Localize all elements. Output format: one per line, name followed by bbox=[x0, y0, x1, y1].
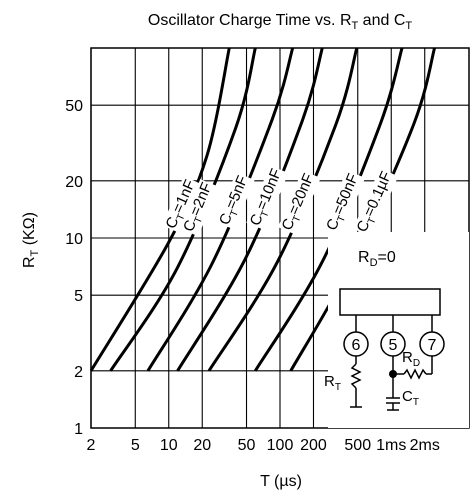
curve-label-bg bbox=[278, 170, 321, 235]
x-tick-label: 2 bbox=[87, 437, 96, 454]
y-tick-label: 1 bbox=[74, 421, 83, 438]
rt-resistor bbox=[350, 363, 362, 389]
inset-background bbox=[328, 232, 469, 428]
rd-label: RD bbox=[402, 349, 420, 369]
ct-label: CT bbox=[402, 388, 419, 408]
chart-title: Oscillator Charge Time vs. RT and CT bbox=[148, 12, 412, 32]
curve-label-bg bbox=[246, 165, 289, 231]
curve-label: CT=50nF bbox=[322, 170, 366, 235]
y-tick-label: 20 bbox=[65, 174, 83, 191]
rd-zero-label: RD=0 bbox=[358, 249, 396, 269]
y-tick-label: 2 bbox=[74, 364, 83, 381]
y-tick-label: 10 bbox=[65, 231, 83, 248]
pin7-label: 7 bbox=[428, 337, 437, 354]
x-tick-label: 100 bbox=[267, 437, 294, 454]
curve-label-bg bbox=[179, 179, 219, 237]
y-axis-label: RT (KΩ) bbox=[21, 212, 41, 268]
curve-label-bg bbox=[215, 172, 255, 230]
pin6-label: 6 bbox=[352, 337, 361, 354]
x-tick-label: 50 bbox=[238, 437, 256, 454]
curve-label-bg bbox=[162, 176, 202, 234]
curve-label-bg bbox=[353, 168, 399, 237]
y-tick-label: 50 bbox=[65, 98, 83, 115]
curve-label: CT=1nF bbox=[162, 176, 202, 234]
rd-resistor bbox=[403, 368, 427, 380]
x-tick-label: 20 bbox=[193, 437, 211, 454]
y-tick-label: 5 bbox=[74, 288, 83, 305]
x-tick-label: 2ms bbox=[410, 437, 440, 454]
curve-label-text: CT=1nF bbox=[162, 177, 201, 232]
x-axis-label: T (µs) bbox=[260, 473, 302, 490]
x-tick-label: 10 bbox=[160, 437, 178, 454]
rt-label: RT bbox=[324, 373, 341, 393]
x-tick-label: 5 bbox=[131, 437, 140, 454]
ic-body bbox=[339, 288, 441, 316]
pin5-label: 5 bbox=[389, 337, 398, 354]
x-tick-label: 200 bbox=[300, 437, 327, 454]
curve-label-bg bbox=[322, 170, 366, 235]
x-tick-label: 500 bbox=[344, 437, 371, 454]
x-tick-label: 1ms bbox=[376, 437, 406, 454]
circuit-inset: RD=0 6 5 7 RT CT bbox=[324, 232, 469, 428]
